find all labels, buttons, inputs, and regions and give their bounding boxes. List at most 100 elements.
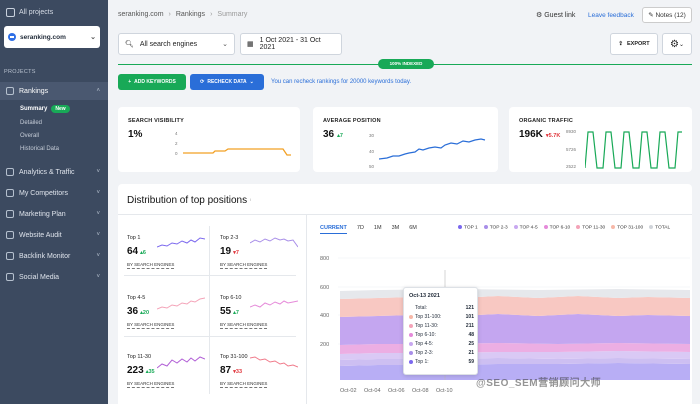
distribution-title-text: Distribution of top positions: [127, 195, 248, 206]
area-top-11-30: [340, 314, 690, 345]
chevron-right-icon: ›: [210, 11, 213, 18]
tooltip-swatch: [409, 323, 413, 328]
top-11-30-sparkline: [157, 356, 205, 369]
website-audit-icon: [6, 231, 14, 239]
stat-delta-value: 33: [235, 369, 243, 375]
y-tick: 8930: [566, 129, 577, 134]
by-search-engines-link[interactable]: BY SEARCH ENGINES: [220, 322, 268, 329]
top-2-3-stat: Top 2-3 19 ▾7 BY SEARCH ENGINES: [220, 235, 306, 283]
search-engine-select[interactable]: 🔍︎ All search engines ⌄: [118, 33, 235, 55]
sidebar-subitem-historical[interactable]: Historical Data: [20, 146, 60, 152]
tab-1m[interactable]: 1M: [373, 225, 382, 231]
settings-button[interactable]: ⚙ ⌄: [662, 33, 692, 55]
recheck-data-button[interactable]: ⟳ RECHECK DATA ⌄: [190, 74, 264, 90]
notes-button[interactable]: ✎ Notes (12): [642, 7, 692, 23]
tab-7d[interactable]: 7D: [356, 225, 364, 231]
y-tick: 40: [369, 149, 375, 154]
x-axis-labels: Oct-02 Oct-04 Oct-06 Oct-08 Oct-10: [340, 388, 453, 394]
leave-feedback-link[interactable]: Leave feedback: [588, 12, 634, 19]
y-tick: 5726: [566, 147, 577, 152]
card-value: 196K ▾5.7K: [519, 129, 560, 140]
legend-item[interactable]: TOP 2-3: [483, 225, 508, 230]
tooltip-label: Top 11-30:: [415, 323, 439, 329]
tab-6m[interactable]: 6M: [409, 225, 417, 231]
stat-value: 64 ▴6: [127, 246, 146, 257]
refresh-icon: ⟳: [200, 79, 205, 85]
sidebar-item-competitors[interactable]: My Competitors ˅: [0, 184, 108, 202]
sidebar-item-social-media[interactable]: Social Media ˅: [0, 268, 108, 286]
stat-delta-value: 7: [235, 250, 239, 256]
add-keywords-label: ADD KEYWORDS: [134, 79, 176, 85]
notes-label: Notes (12): [655, 11, 686, 19]
chevron-down-icon: ˅: [96, 190, 100, 196]
sidebar-item-rankings[interactable]: Rankings ˄: [0, 82, 108, 100]
by-search-engines-link[interactable]: BY SEARCH ENGINES: [127, 381, 175, 388]
add-keywords-button[interactable]: + ADD KEYWORDS: [118, 74, 186, 90]
all-projects-link[interactable]: All projects: [6, 8, 53, 17]
sidebar-item-marketing-plan[interactable]: Marketing Plan ˅: [0, 205, 108, 223]
legend-dot: [483, 225, 488, 229]
guest-link[interactable]: ⚙ Guest link: [536, 11, 575, 19]
tooltip-swatch: [409, 359, 413, 364]
sidebar-subitem-detailed[interactable]: Detailed: [20, 120, 43, 126]
sidebar-subitem-overall[interactable]: Overall: [20, 133, 40, 139]
sidebar-item-label: Website Audit: [19, 231, 62, 239]
tab-3m[interactable]: 3M: [391, 225, 400, 231]
sidebar-item-website-audit[interactable]: Website Audit ˅: [0, 226, 108, 244]
tooltip-row: Total: 121: [409, 305, 474, 311]
export-button[interactable]: ⇪ EXPORT: [610, 33, 658, 55]
position-sparkline: [379, 138, 486, 160]
by-search-engines-link[interactable]: BY SEARCH ENGINES: [127, 262, 175, 269]
legend-item[interactable]: TOP 4-5: [513, 225, 538, 230]
legend-item[interactable]: TOP 31-100: [611, 225, 643, 230]
legend-dot: [611, 225, 616, 229]
tooltip-value: 48: [468, 332, 474, 338]
x-tick: Oct-10: [436, 388, 453, 394]
tooltip-swatch: [409, 306, 413, 310]
tooltip-value: 59: [468, 359, 474, 365]
legend-item[interactable]: TOP 6-10: [543, 225, 570, 230]
chevron-down-icon: ˅: [96, 253, 100, 259]
divider: [306, 215, 307, 404]
legend-item[interactable]: TOP 1: [458, 225, 478, 230]
by-search-engines-link[interactable]: BY SEARCH ENGINES: [127, 322, 175, 329]
sidebar-item-backlink-monitor[interactable]: Backlink Monitor ˅: [0, 247, 108, 265]
card-title: AVERAGE POSITION: [323, 118, 381, 124]
x-tick: Oct-06: [388, 388, 405, 394]
stat-label: Top 6-10: [220, 295, 242, 301]
y-tick: 30: [369, 133, 375, 138]
stat-delta: ▴6: [140, 250, 146, 256]
legend-item[interactable]: TOP 11-30: [576, 225, 605, 230]
tooltip-swatch: [409, 332, 413, 337]
tooltip-date: Oct-13 2021: [409, 293, 440, 299]
project-selector[interactable]: seranking.com ⌄: [4, 26, 100, 48]
search-engine-value: All search engines: [139, 40, 198, 48]
by-search-engines-link[interactable]: BY SEARCH ENGINES: [220, 262, 268, 269]
legend-dot: [649, 225, 654, 229]
card-title: SEARCH VISIBILITY: [128, 118, 184, 124]
stat-value: 87 ▾33: [220, 365, 242, 376]
backlink-icon: [6, 252, 14, 260]
sidebar-item-label: Marketing Plan: [19, 210, 66, 218]
sidebar-item-analytics[interactable]: Analytics & Traffic ˅: [0, 163, 108, 181]
legend-dot: [543, 225, 548, 229]
stat-delta-value: 7: [235, 310, 239, 316]
analytics-icon: [6, 168, 14, 176]
breadcrumb: seranking.com › Rankings › Summary: [118, 11, 247, 18]
breadcrumb-rankings[interactable]: Rankings: [175, 11, 206, 18]
legend-item[interactable]: TOTAL: [649, 225, 670, 230]
tooltip-value: 121: [465, 305, 474, 311]
sidebar-subitem-summary[interactable]: Summary New: [20, 105, 70, 113]
tab-current[interactable]: CURRENT: [320, 225, 347, 234]
y-tick: 2: [175, 141, 178, 146]
tooltip-value: 21: [468, 350, 474, 356]
position-delta: ▴7: [337, 133, 343, 139]
breadcrumb-project[interactable]: seranking.com: [118, 11, 164, 18]
new-badge: New: [51, 105, 70, 113]
by-search-engines-link[interactable]: BY SEARCH ENGINES: [220, 381, 268, 388]
stat-delta: ▾7: [233, 250, 239, 256]
date-range-picker[interactable]: ▦ 1 Oct 2021 - 31 Oct 2021: [240, 33, 342, 55]
position-delta-value: 7: [339, 133, 343, 139]
x-tick: Oct-04: [364, 388, 381, 394]
stat-label: Top 1: [127, 235, 141, 241]
